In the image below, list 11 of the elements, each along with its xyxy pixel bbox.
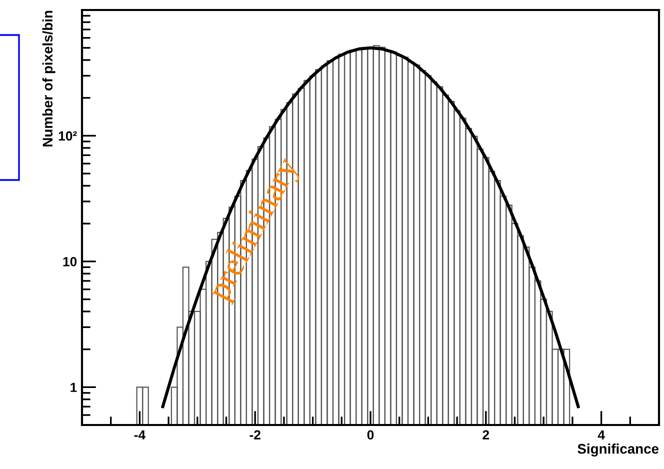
y-tick-label: 1	[70, 382, 77, 392]
x-tick-label: -4	[134, 430, 146, 440]
y-tick-label: 10²	[58, 131, 77, 141]
x-tick-label: -2	[250, 430, 260, 440]
x-axis-title: Significance	[578, 444, 659, 457]
line-series	[161, 46, 580, 408]
x-tick-label: 0	[367, 430, 374, 440]
y-axis-title: Number of pixels/bin	[42, 10, 56, 146]
x-tick-label: 2	[482, 430, 490, 440]
y-tick-label: 10	[63, 257, 77, 266]
x-tick-label: 4	[598, 430, 605, 440]
